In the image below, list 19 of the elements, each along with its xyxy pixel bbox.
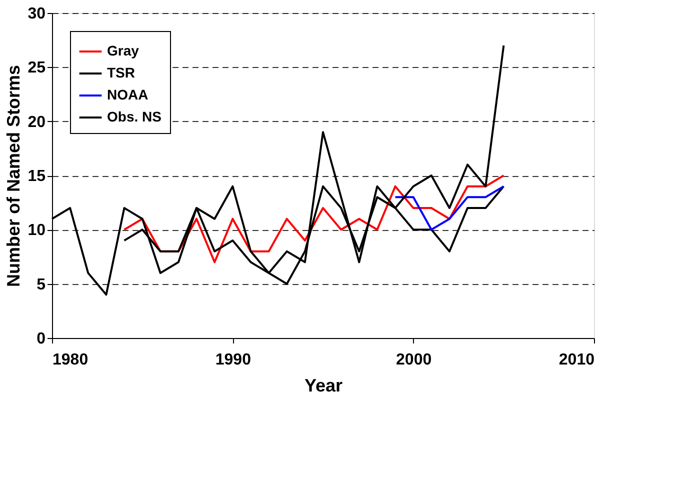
x-tick-label: 1980 xyxy=(52,352,88,368)
y-tick-label: 0 xyxy=(36,330,46,348)
line-series xyxy=(394,185,505,231)
legend-label: Gray xyxy=(107,42,140,58)
x-tick-label: 2010 xyxy=(558,352,595,368)
y-tick-label: 25 xyxy=(28,60,46,77)
y-tick-label: 15 xyxy=(28,168,46,185)
x-tick-label: 1990 xyxy=(215,352,252,368)
x-tick-label: 2000 xyxy=(396,352,432,368)
y-axis-title: Number of Named Storms xyxy=(4,64,24,288)
y-tick-label: 20 xyxy=(28,114,46,131)
y-tick-label: 5 xyxy=(36,276,46,294)
x-axis-title: Year xyxy=(304,376,343,396)
legend-label: Obs. NS xyxy=(107,108,162,124)
legend-label: TSR xyxy=(107,64,135,80)
y-tick-label: 30 xyxy=(28,6,46,22)
line-series xyxy=(123,174,505,264)
y-tick-label: 10 xyxy=(28,222,46,240)
legend-label: NOAA xyxy=(107,86,148,102)
